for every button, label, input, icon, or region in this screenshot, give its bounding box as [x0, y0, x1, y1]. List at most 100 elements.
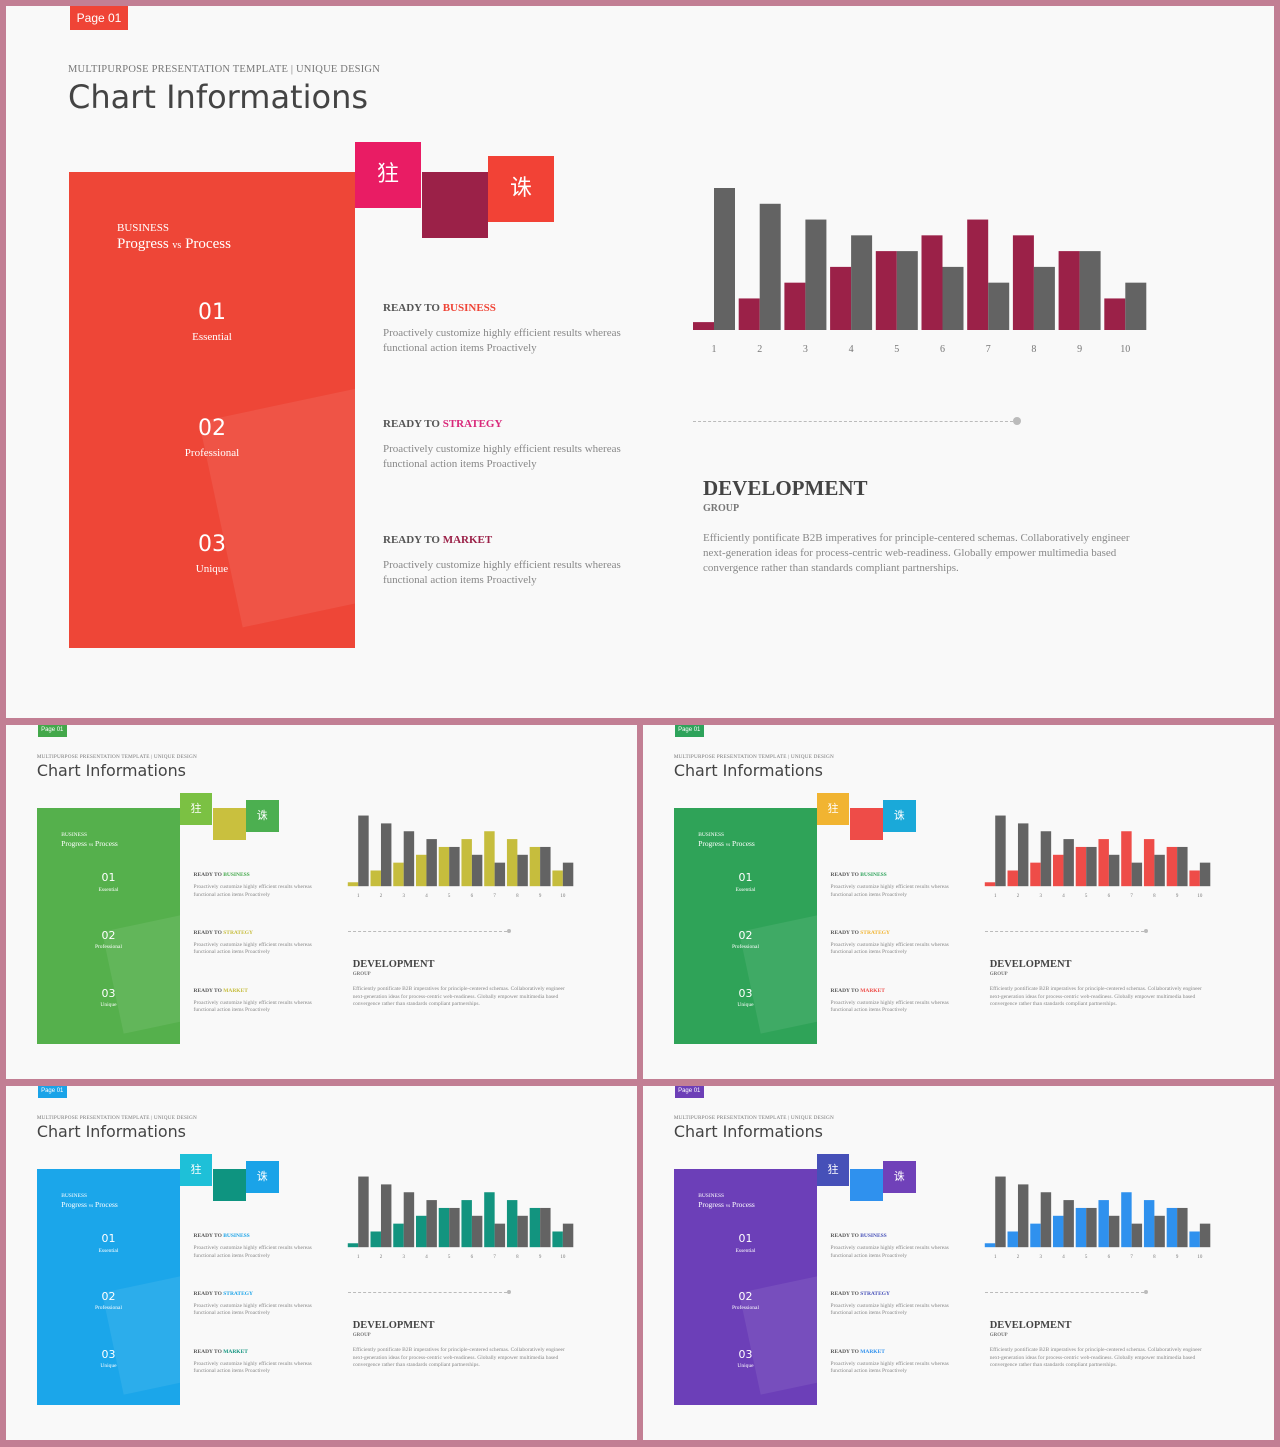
page-title: Chart Informations: [68, 78, 369, 116]
step-number-2: 02: [738, 928, 753, 942]
panel-heading-progress: Progress: [61, 1200, 87, 1210]
bar-accent-5: [1075, 846, 1087, 887]
slide-5[interactable]: Page 01 MULTIPURPOSE PRESENTATION TEMPLAT…: [643, 1086, 1274, 1440]
x-tick-2: 2: [1017, 1255, 1020, 1260]
ready-description-3: Proactively customize highly efficient r…: [830, 1360, 949, 1375]
ready-prefix: READY TO: [193, 1348, 222, 1355]
development-subtitle: GROUP: [703, 503, 740, 514]
bar-accent-2: [370, 870, 381, 887]
x-tick-4: 4: [425, 1255, 428, 1260]
bar-gray-5: [1086, 1207, 1097, 1248]
bar-gray-3: [403, 831, 415, 887]
bar-accent-4: [830, 266, 852, 330]
bar-chart: 1 2 3 4 5 6 7 8 9 10: [693, 188, 1147, 355]
ready-prefix: READY TO: [193, 929, 222, 936]
slide-3[interactable]: Page 01 MULTIPURPOSE PRESENTATION TEMPLAT…: [643, 725, 1274, 1079]
panel-heading-vs: vs: [725, 1204, 731, 1210]
x-tick-7: 7: [493, 894, 496, 899]
bar-accent-6: [921, 235, 943, 330]
bar-accent-7: [1121, 1192, 1132, 1248]
bar-accent-9: [529, 1207, 541, 1248]
bar-accent-9: [1058, 251, 1080, 330]
x-tick-9: 9: [1176, 894, 1179, 899]
square-2: [849, 1168, 883, 1202]
bar-accent-7: [967, 219, 989, 330]
square-3: 诛: [245, 799, 279, 833]
development-description: Efficiently pontificate B2B imperatives …: [352, 986, 565, 1008]
step-label-2: Professional: [731, 944, 759, 951]
bar-gray-8: [517, 1215, 528, 1248]
ready-prefix: READY TO: [383, 418, 440, 430]
x-tick-8: 8: [1153, 1255, 1156, 1260]
x-tick-3: 3: [1039, 1255, 1042, 1260]
step-label-1: Essential: [735, 886, 756, 893]
bar-chart: 1 2 3 4 5 6 7 8 9 10: [347, 1176, 574, 1260]
panel-heading: Progress vs Process: [117, 236, 231, 253]
bar-gray-7: [1131, 1223, 1143, 1248]
step-number-3: 03: [101, 986, 116, 1000]
step-number-3: 03: [738, 1347, 753, 1361]
x-tick-10: 10: [1197, 1255, 1202, 1260]
bar-accent-5: [438, 1207, 450, 1248]
x-tick-8: 8: [516, 894, 519, 899]
ready-keyword: BUSINESS: [860, 872, 887, 879]
step-label-2: Professional: [94, 1305, 122, 1312]
slide-4[interactable]: Page 01 MULTIPURPOSE PRESENTATION TEMPLAT…: [6, 1086, 637, 1440]
bar-accent-2: [370, 1231, 381, 1248]
bar-gray-2: [380, 1184, 392, 1248]
bar-accent-3: [393, 1223, 404, 1248]
x-tick-1: 1: [994, 894, 997, 899]
panel-heading: Progress vs Process: [61, 839, 118, 848]
ready-keyword: STRATEGY: [223, 929, 253, 936]
bar-gray-1: [358, 815, 369, 887]
bar-accent-10: [1104, 298, 1126, 330]
step-label-1: Essential: [98, 1247, 119, 1254]
ready-heading-2: READY TO STRATEGY: [831, 1291, 890, 1297]
left-panel: BUSINESS Progress vs Process 01 Essential 02…: [37, 1168, 180, 1406]
ready-heading-1: READY TO BUSINESS: [194, 1233, 250, 1239]
divider-line: [693, 421, 1013, 422]
step-number-1: 01: [101, 1232, 116, 1246]
slide-1[interactable]: Page 01 MULTIPURPOSE PRESENTATION TEMPLAT…: [6, 6, 1274, 718]
x-tick-4: 4: [1062, 894, 1065, 899]
bar-gray-8: [1033, 266, 1055, 330]
ready-heading-3: READY TO MARKET: [831, 1349, 885, 1355]
square-1: 㹥: [816, 792, 850, 826]
left-panel: BUSINESS Progress vs Process 01 Essential 02…: [37, 807, 180, 1045]
slide-2[interactable]: Page 01 MULTIPURPOSE PRESENTATION TEMPLAT…: [6, 725, 637, 1079]
ready-description-1: Proactively customize highly efficient r…: [193, 884, 312, 898]
step-label-1: Essential: [192, 331, 232, 343]
x-tick-7: 7: [1130, 1255, 1133, 1260]
bar-gray-6: [471, 854, 483, 887]
panel-heading-process: Process: [95, 1200, 118, 1210]
bar-gray-8: [1154, 1215, 1165, 1248]
bar-gray-7: [1131, 862, 1143, 887]
bar-gray-9: [540, 1207, 551, 1248]
ready-heading-1: READY TO BUSINESS: [194, 872, 250, 878]
bar-accent-6: [1098, 1200, 1109, 1248]
ready-description-3: Proactively customize highly efficient r…: [830, 999, 949, 1014]
bar-gray-3: [1040, 1192, 1052, 1248]
x-tick-2: 2: [380, 894, 383, 899]
template-kicker: MULTIPURPOSE PRESENTATION TEMPLATE | UNI…: [36, 753, 197, 760]
bar-accent-9: [529, 846, 541, 887]
bar-gray-8: [1154, 854, 1165, 887]
x-tick-9: 9: [1077, 344, 1082, 355]
page-title: Chart Informations: [36, 760, 186, 780]
bar-gray-1: [995, 815, 1006, 887]
divider-dot: [1143, 1290, 1148, 1295]
step-label-3: Unique: [195, 563, 229, 575]
bar-chart: 1 2 3 4 5 6 7 8 9 10: [347, 815, 574, 899]
bar-gray-5: [896, 251, 918, 330]
panel-small-label: BUSINESS: [61, 1193, 88, 1200]
panel-heading-process: Process: [185, 236, 231, 252]
bar-accent-1: [347, 882, 359, 887]
bar-accent-1: [693, 322, 714, 330]
ready-keyword: MARKET: [860, 1348, 885, 1355]
divider-dot: [1013, 417, 1021, 425]
bar-accent-4: [1052, 1215, 1064, 1248]
ready-heading-2: READY TO STRATEGY: [383, 418, 502, 430]
square-2: [212, 807, 246, 841]
bar-accent-9: [1166, 846, 1178, 887]
left-panel: BUSINESS Progress vs Process 01 Essential 02…: [69, 172, 355, 648]
